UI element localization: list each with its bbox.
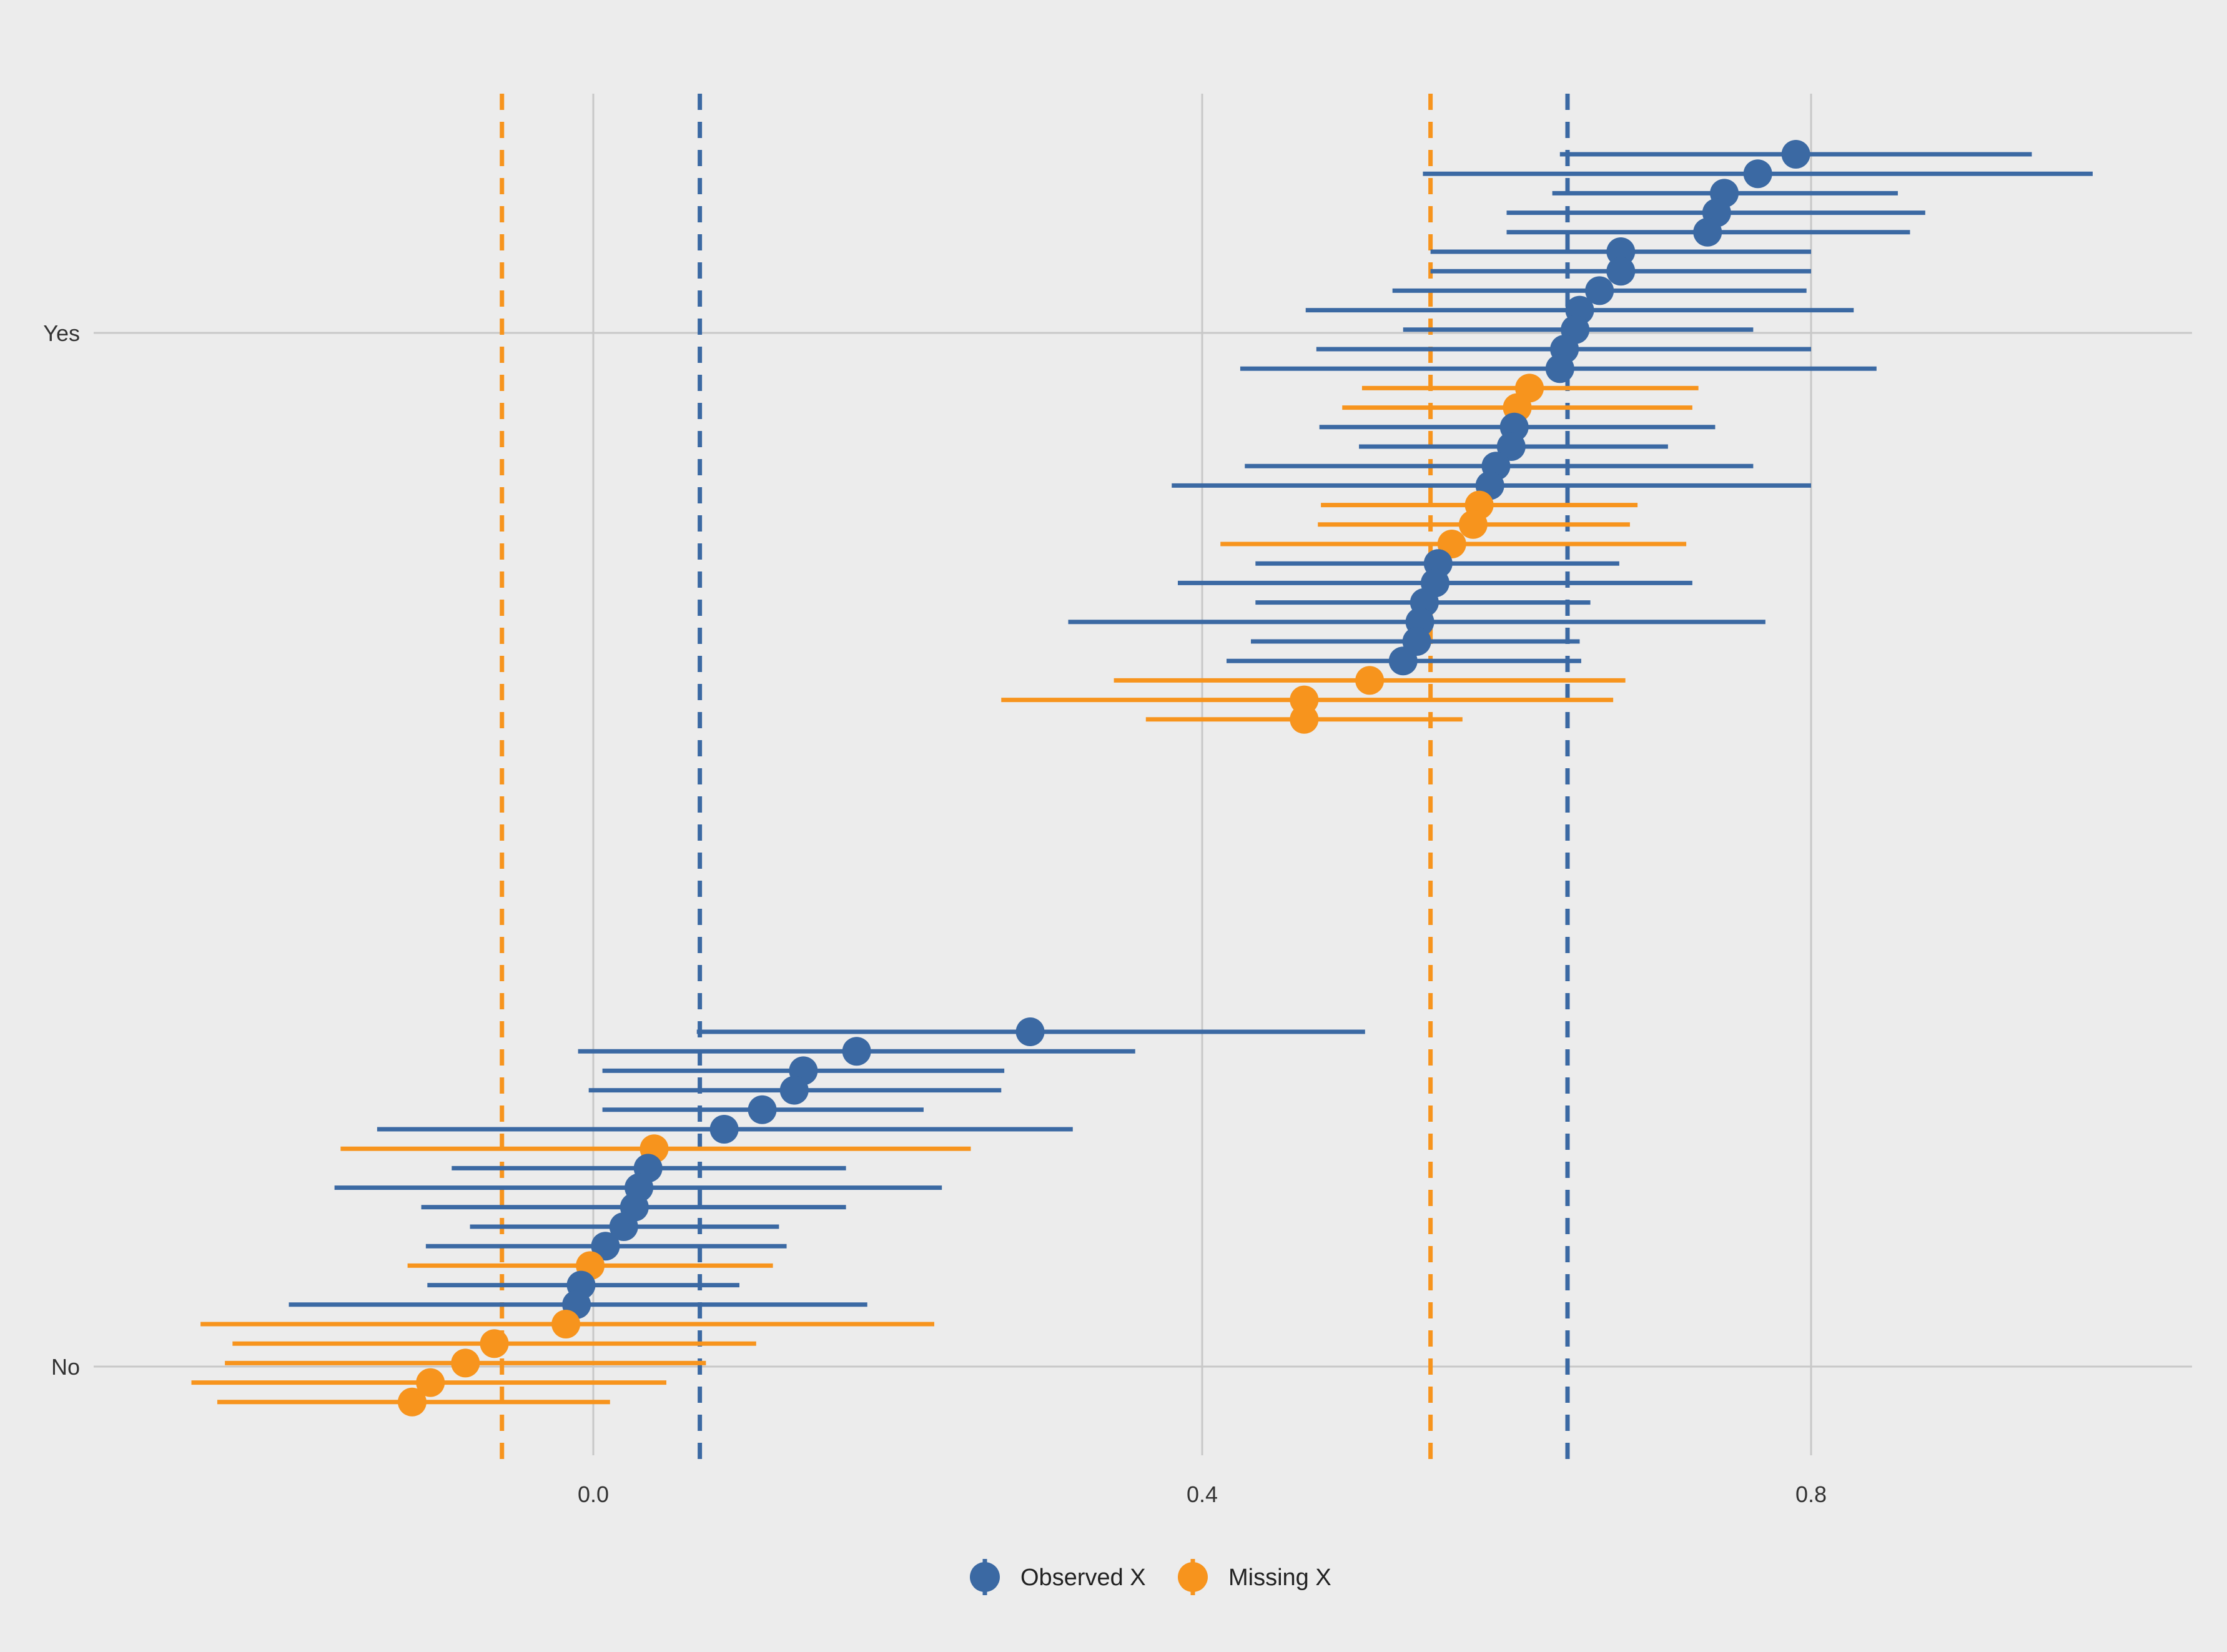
point-estimate-missing bbox=[397, 1387, 427, 1417]
point-estimate-observed bbox=[1693, 217, 1722, 247]
point-estimate-observed bbox=[1585, 276, 1614, 305]
point-estimate-observed bbox=[842, 1037, 871, 1066]
point-estimate-observed bbox=[1781, 140, 1810, 169]
point-estimate-observed bbox=[591, 1232, 620, 1261]
x-tick-label: 0.0 bbox=[578, 1481, 609, 1507]
axis-labels: No Yes 0.0 0.4 0.8 bbox=[43, 320, 1827, 1507]
point-estimate-observed bbox=[779, 1076, 809, 1105]
legend: Observed X Missing X bbox=[970, 1559, 1331, 1595]
y-tick-label: No bbox=[51, 1354, 80, 1380]
point-estimate-observed bbox=[1015, 1017, 1045, 1046]
point-estimate-observed bbox=[1743, 159, 1772, 189]
point-estimate-missing bbox=[1458, 510, 1488, 539]
x-tick-label: 0.8 bbox=[1795, 1481, 1827, 1507]
point-estimate-missing bbox=[1290, 705, 1319, 734]
point-estimate-missing bbox=[451, 1348, 480, 1378]
point-estimate-missing bbox=[416, 1368, 445, 1397]
point-estimate-observed bbox=[1606, 257, 1636, 286]
point-estimate-missing bbox=[480, 1329, 509, 1358]
legend-label-missing: Missing X bbox=[1228, 1565, 1331, 1591]
point-estimate-observed bbox=[1496, 432, 1526, 461]
legend-key-dot-observed bbox=[970, 1562, 1000, 1592]
y-tick-label: Yes bbox=[43, 320, 80, 346]
point-estimate-observed bbox=[609, 1212, 638, 1241]
point-estimate-observed bbox=[1545, 354, 1574, 383]
point-estimate-observed bbox=[709, 1115, 739, 1144]
point-estimates bbox=[397, 140, 1810, 1417]
x-tick-label: 0.4 bbox=[1187, 1481, 1218, 1507]
legend-key-dot-missing bbox=[1178, 1562, 1208, 1592]
point-estimate-missing bbox=[551, 1310, 581, 1338]
point-estimate-missing bbox=[1355, 666, 1385, 695]
point-estimate-observed bbox=[1388, 646, 1418, 676]
legend-label-observed: Observed X bbox=[1020, 1565, 1146, 1591]
point-estimate-observed bbox=[748, 1095, 777, 1124]
